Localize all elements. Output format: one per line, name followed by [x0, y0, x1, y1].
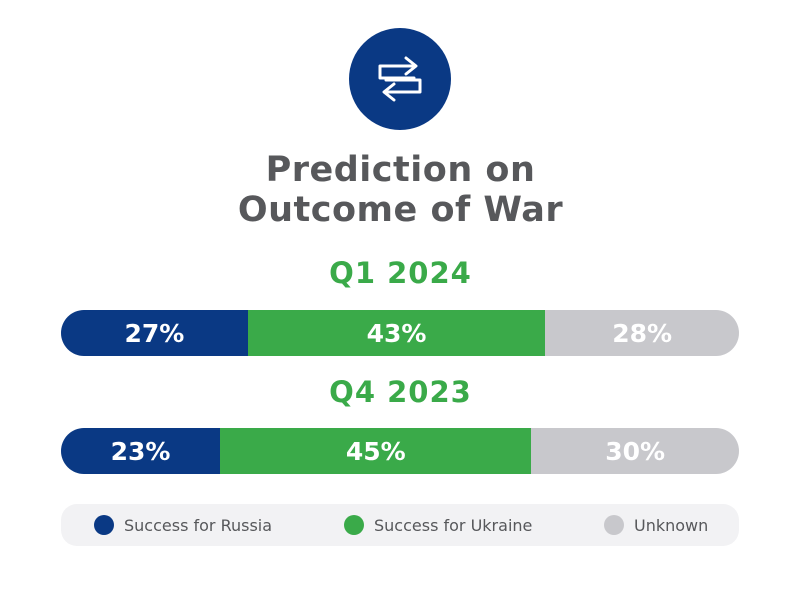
bar-segment-ukraine-q4-2023: 45%: [220, 428, 532, 474]
legend-item-unknown: Unknown: [604, 504, 708, 546]
legend-label-ukraine: Success for Ukraine: [374, 515, 533, 535]
bar-segment-unknown-q4-2023: 30%: [531, 428, 739, 474]
legend-label-russia: Success for Russia: [124, 515, 273, 535]
bar-segment-russia-q4-2023: 23%: [61, 428, 221, 474]
bar-segment-russia-q1-2024: 27%: [61, 310, 248, 356]
data-label-unknown-q4-2023: 30%: [605, 436, 666, 466]
legend-swatch-unknown: [604, 515, 624, 535]
legend-item-ukraine: Success for Ukraine: [344, 504, 532, 546]
chart-title-line-1: Prediction on: [265, 150, 536, 190]
stacked-bar-q1-2024: 27% 43% 28%: [61, 310, 739, 356]
swap-arrows-icon: [349, 28, 451, 130]
chart-title-line-2: Outcome of War: [237, 190, 564, 230]
bar-segment-unknown-q1-2024: 28%: [545, 310, 739, 356]
stacked-bar-q4-2023: 23% 45% 30%: [61, 428, 739, 474]
data-label-unknown-q1-2024: 28%: [612, 318, 673, 348]
legend-label-unknown: Unknown: [634, 515, 709, 535]
bar-segment-ukraine-q1-2024: 43%: [247, 310, 546, 356]
legend-swatch-ukraine: [344, 515, 364, 535]
period-label-q1-2024: Q1 2024: [329, 256, 472, 290]
period-label-q4-2023: Q4 2023: [329, 375, 472, 409]
legend: Success for Russia Success for Ukraine U…: [61, 504, 739, 546]
data-label-ukraine-q1-2024: 43%: [366, 318, 427, 348]
legend-swatch-russia: [94, 515, 114, 535]
data-label-ukraine-q4-2023: 45%: [345, 436, 406, 466]
legend-item-russia: Success for Russia: [94, 504, 272, 546]
data-label-russia-q1-2024: 27%: [124, 318, 185, 348]
data-label-russia-q4-2023: 23%: [110, 436, 171, 466]
